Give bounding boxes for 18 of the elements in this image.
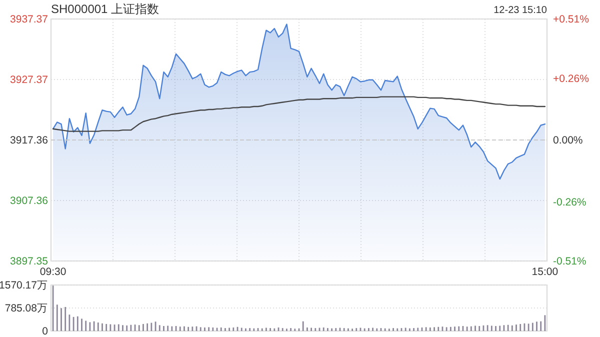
y2-tick-label: +0.51% xyxy=(553,14,589,26)
y2-tick-label: -0.26% xyxy=(553,196,586,208)
y-tick-label: 1570.17万 xyxy=(0,280,48,292)
y-tick-label: 785.08万 xyxy=(4,302,48,315)
y-tick-label: 3917.36 xyxy=(10,134,48,147)
y-tick-label: 3927.37 xyxy=(10,74,48,86)
y2-tick-label: +0.26% xyxy=(553,72,589,85)
y2-tick-label: -0.51% xyxy=(553,256,586,268)
y-tick-label: 3937.37 xyxy=(10,14,48,26)
line-series xyxy=(52,96,546,132)
text: 12-23 15:10 xyxy=(494,5,548,16)
y-tick-label: 3907.36 xyxy=(10,195,48,208)
y2-tick-label: 0.00% xyxy=(553,134,583,147)
chart-title: SH000001 上证指数 xyxy=(51,2,160,16)
x-tick-label: 09:30 xyxy=(40,266,66,278)
y-tick-label: 3897.35 xyxy=(10,256,48,268)
y-tick-label: 0 xyxy=(42,326,48,337)
x-tick-label: 15:00 xyxy=(532,266,558,278)
